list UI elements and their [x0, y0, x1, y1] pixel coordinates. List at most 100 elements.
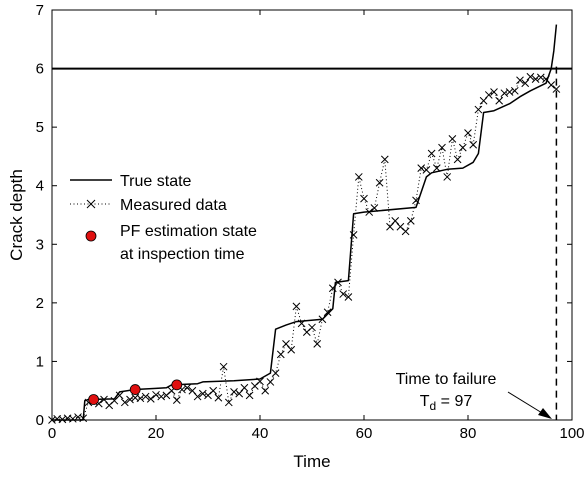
measured-point-stroke-b	[458, 143, 467, 152]
measured-point-stroke-b	[172, 396, 181, 404]
x-axis-label: Time	[293, 452, 330, 471]
measured-point-stroke-b	[401, 227, 410, 236]
legend-true-state-label: True state	[120, 173, 192, 190]
measured-point-stroke-b	[521, 79, 530, 88]
measured-data-point	[380, 155, 389, 164]
measured-point-stroke-b	[94, 399, 103, 408]
pf-estimate-point	[171, 379, 183, 391]
measured-point-stroke-b	[380, 155, 389, 164]
measured-data-point	[510, 86, 519, 95]
measured-point-stroke-b	[245, 391, 254, 400]
measured-data-point	[536, 73, 545, 82]
x-tick-label: 40	[252, 425, 269, 442]
measured-data-point	[422, 166, 431, 174]
true-state-line	[52, 24, 558, 421]
y-axis-label: Crack depth	[7, 169, 26, 261]
measured-point-stroke-b	[406, 217, 415, 225]
measured-data-point	[469, 140, 478, 149]
measured-data-point	[308, 323, 316, 332]
measured-point-stroke-b	[354, 173, 363, 181]
measured-data-point	[531, 75, 540, 83]
measured-point-stroke-b	[126, 395, 134, 404]
measured-data-point	[500, 89, 509, 98]
measured-point-stroke-b	[370, 204, 379, 212]
measured-data-point	[224, 398, 233, 407]
measured-data-point	[214, 393, 223, 402]
measured-data-point	[453, 155, 462, 164]
measured-point-stroke-b	[427, 149, 436, 158]
measured-data-point	[157, 392, 166, 401]
y-tick-label: 6	[36, 61, 44, 78]
annotation-line2: Td = 97	[420, 393, 473, 413]
measured-data-point	[526, 72, 535, 81]
y-axis-ticks: 0 1 2 3 4 5 6 7	[36, 2, 572, 429]
measured-point-stroke-b	[360, 194, 368, 203]
measured-data-point	[271, 369, 280, 377]
measured-point-stroke-b	[209, 386, 218, 395]
annotation-subscript: d	[430, 399, 437, 413]
measured-point-stroke-b	[193, 392, 202, 401]
measured-point-stroke-b	[396, 222, 405, 231]
measured-data-point	[266, 378, 275, 386]
measured-point-stroke-b	[282, 340, 290, 348]
measured-data-point	[505, 88, 514, 96]
measured-point-stroke-b	[115, 391, 124, 400]
measured-point-stroke-b	[547, 81, 556, 89]
y-tick-label: 7	[36, 2, 44, 19]
measured-data-point	[464, 129, 472, 137]
legend-pf-label-line1: PF estimation state	[120, 223, 257, 240]
annotation-line1: Time to failure	[396, 371, 497, 388]
measured-point-stroke-b	[266, 378, 275, 386]
measured-data-point	[323, 308, 332, 317]
annotation-arrow-head	[538, 408, 552, 419]
measured-point-stroke-b	[505, 88, 514, 96]
measured-point-stroke-b	[432, 164, 441, 172]
measured-point-stroke-b	[240, 383, 249, 392]
measured-data-point	[427, 149, 436, 158]
measured-point-stroke-b	[219, 362, 228, 371]
measured-data-point	[354, 173, 363, 181]
measured-data-point	[287, 345, 296, 354]
measured-point-stroke-b	[141, 392, 150, 401]
measured-data-point	[495, 96, 504, 105]
x-tick-label: 20	[148, 425, 165, 442]
measured-data-point	[183, 383, 192, 392]
failure-annotation: Time to failure Td = 97	[396, 371, 552, 419]
measured-point-stroke-b	[214, 393, 223, 402]
measured-point-stroke-b	[500, 89, 509, 98]
measured-data-point	[245, 391, 254, 400]
measured-data-point	[219, 362, 228, 371]
measured-data-point	[401, 227, 410, 236]
x-tick-label: 80	[460, 425, 477, 442]
measured-data-point	[141, 392, 150, 401]
measured-point-stroke-b	[469, 140, 478, 149]
measured-data-point	[115, 391, 124, 400]
measured-data-point	[339, 290, 348, 298]
x-tick-label: 100	[559, 425, 584, 442]
measured-point-stroke-b	[552, 85, 561, 93]
measured-data-point	[521, 79, 530, 88]
legend-pf-label-line2: at inspection time	[120, 246, 245, 263]
measured-point-stroke-b	[157, 392, 166, 401]
measured-point-stroke-b	[230, 388, 238, 396]
legend: True state Measured data PF estimation s…	[70, 173, 257, 263]
measured-data-point	[230, 388, 238, 396]
y-tick-label: 3	[36, 236, 44, 253]
measured-point-stroke-b	[516, 76, 524, 85]
measured-point-stroke-b	[536, 73, 545, 82]
measured-point-stroke-b	[443, 173, 452, 181]
y-tick-label: 1	[36, 353, 44, 370]
measured-data-point	[552, 85, 561, 93]
measured-data-point	[68, 414, 77, 423]
pf-estimate-series	[88, 379, 183, 405]
measured-point-stroke-b	[146, 395, 155, 403]
measured-point-stroke-b	[120, 398, 129, 407]
measured-data-point	[516, 76, 524, 85]
measured-data-point	[146, 395, 155, 403]
measured-point-stroke-b	[188, 386, 197, 395]
measured-data-point	[193, 392, 202, 401]
measured-point-stroke-b	[292, 302, 301, 311]
y-tick-label: 2	[36, 295, 44, 312]
annotation-t: T	[420, 393, 430, 410]
